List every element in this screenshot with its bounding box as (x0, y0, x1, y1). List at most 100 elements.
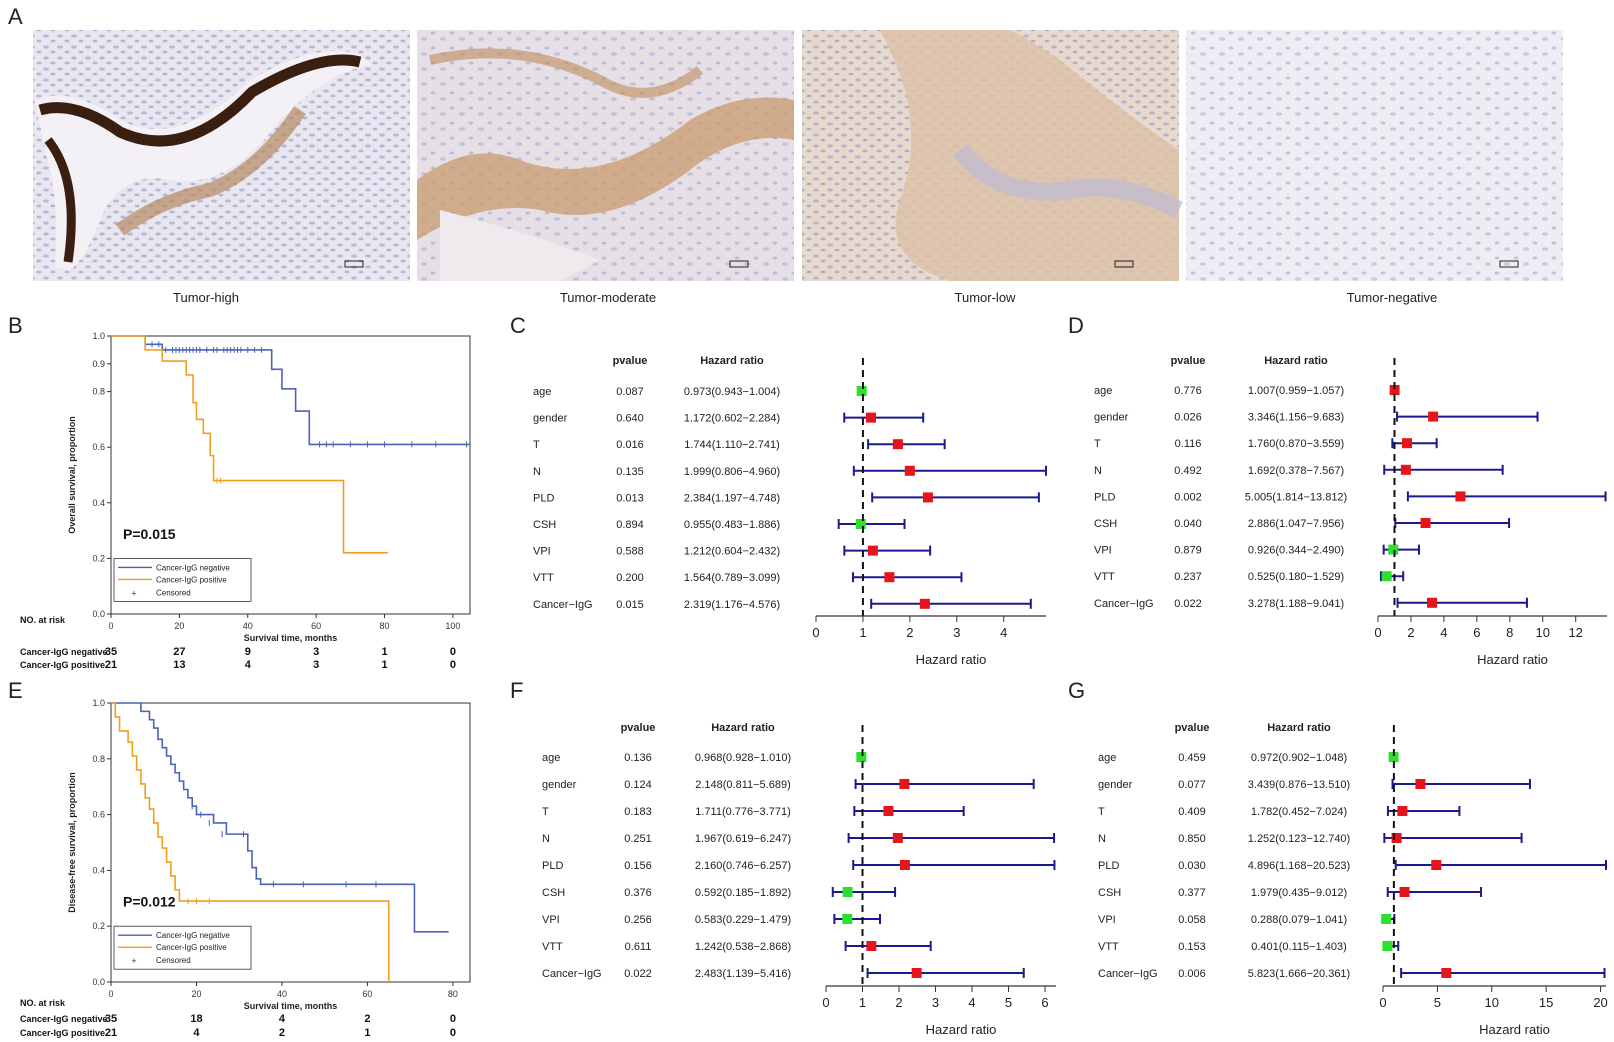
x-tick-label: 20 (174, 621, 184, 631)
risk-count: 4 (279, 1013, 286, 1025)
x-axis-label: Survival time, months (244, 633, 338, 643)
row-label: age (533, 386, 551, 398)
y-axis-label: Disease-free survival, proportion (67, 772, 77, 913)
x-axis-label: Hazard ratio (916, 652, 987, 667)
row-hazard-ratio-ci: 1.172(0.602−2.284) (684, 413, 780, 425)
risk-count: 35 (105, 646, 117, 658)
row-pvalue: 0.894 (616, 519, 644, 531)
x-tick-label: 40 (243, 621, 253, 631)
row-label: PLD (1094, 491, 1115, 503)
row-hazard-ratio-ci: 1.782(0.452−7.024) (1251, 806, 1347, 818)
column-header-pvalue: pvalue (621, 722, 656, 734)
risk-count: 0 (450, 646, 456, 658)
row-pvalue: 0.135 (616, 466, 644, 478)
hr-point-marker (1415, 779, 1426, 789)
hr-point-marker (866, 941, 877, 951)
x-tick-label: 1 (859, 625, 866, 640)
forest-plot-c: pvalue Hazard ratio age 0.087 0.973(0.943−1.… (533, 355, 1047, 667)
y-tick-label: 0.2 (92, 553, 105, 563)
panel-letter-b: B (8, 313, 23, 338)
x-tick-label: 0 (1379, 995, 1386, 1010)
row-label: age (1094, 385, 1112, 397)
risk-count: 35 (105, 1013, 117, 1025)
hr-point-marker (1399, 887, 1410, 897)
risk-count: 1 (364, 1027, 370, 1039)
row-hazard-ratio-ci: 2.319(1.176−4.576) (684, 599, 780, 611)
row-hazard-ratio-ci: 0.288(0.079−1.041) (1251, 914, 1347, 926)
column-header-pvalue: pvalue (1171, 355, 1206, 367)
row-pvalue: 0.030 (1178, 860, 1206, 872)
row-label: PLD (542, 860, 563, 872)
hr-point-marker (1381, 914, 1392, 924)
row-label: VPI (1098, 914, 1116, 926)
row-hazard-ratio-ci: 4.896(1.168−20.523) (1248, 860, 1350, 872)
column-header-hazard-ratio: Hazard ratio (1267, 722, 1331, 734)
row-pvalue: 0.040 (1174, 518, 1202, 530)
row-label: CSH (542, 887, 565, 899)
row-hazard-ratio-ci: 2.886(1.047−7.956) (1248, 518, 1344, 530)
x-tick-label: 100 (445, 621, 460, 631)
risk-table-header: NO. at risk (20, 998, 66, 1008)
x-tick-label: 5 (1005, 995, 1012, 1010)
row-pvalue: 0.237 (1174, 571, 1202, 583)
x-tick-label: 2 (906, 625, 913, 640)
row-pvalue: 0.016 (616, 439, 644, 451)
row-hazard-ratio-ci: 1.760(0.870−3.559) (1248, 438, 1344, 450)
risk-count: 27 (173, 646, 185, 658)
row-pvalue: 0.013 (616, 492, 644, 504)
row-label: VPI (542, 914, 560, 926)
forest-plot-f: pvalue Hazard ratio age 0.136 0.968(0.928−1.… (542, 722, 1056, 1037)
row-pvalue: 0.153 (1178, 941, 1206, 953)
row-label: PLD (1098, 860, 1119, 872)
row-pvalue: 0.776 (1174, 385, 1202, 397)
row-hazard-ratio-ci: 1.252(0.123−12.740) (1248, 833, 1350, 845)
row-label: T (1094, 438, 1101, 450)
row-label: CSH (533, 519, 556, 531)
row-pvalue: 0.376 (624, 887, 652, 899)
hr-point-marker (842, 887, 853, 897)
row-hazard-ratio-ci: 5.005(1.814−13.812) (1245, 491, 1347, 503)
risk-count: 1 (381, 659, 387, 671)
row-label: N (533, 466, 541, 478)
row-label: Cancer−IgG (542, 968, 602, 980)
row-hazard-ratio-ci: 0.973(0.943−1.004) (684, 386, 780, 398)
micrograph-tumor-high (33, 30, 410, 281)
hr-point-marker (1389, 385, 1400, 395)
risk-count: 4 (245, 659, 252, 671)
row-label: gender (1094, 412, 1129, 424)
hr-point-marker (856, 752, 867, 762)
hr-point-marker (1441, 968, 1452, 978)
row-pvalue: 0.640 (616, 413, 644, 425)
row-pvalue: 0.183 (624, 806, 652, 818)
caption-tumor-low: Tumor-low (955, 290, 1017, 305)
risk-row-label: Cancer-IgG negative (20, 647, 108, 657)
x-tick-label: 3 (953, 625, 960, 640)
legend-label-positive: Cancer-IgG positive (156, 575, 227, 584)
hr-point-marker (911, 968, 922, 978)
risk-row-label: Cancer-IgG positive (20, 660, 105, 670)
y-tick-label: 0.6 (92, 442, 105, 452)
row-pvalue: 0.026 (1174, 412, 1202, 424)
row-pvalue: 0.015 (616, 599, 644, 611)
risk-count: 2 (364, 1013, 370, 1025)
legend-label-negative: Cancer-IgG negative (156, 563, 230, 572)
x-tick-label: 20 (191, 989, 201, 999)
x-tick-label: 1 (859, 995, 866, 1010)
row-hazard-ratio-ci: 1.967(0.619−6.247) (695, 833, 791, 845)
legend-censor-symbol: + (131, 588, 136, 598)
legend-label-positive: Cancer-IgG positive (156, 943, 227, 952)
row-pvalue: 0.459 (1178, 752, 1206, 764)
y-tick-label: 0.0 (92, 977, 105, 987)
x-tick-label: 0 (812, 625, 819, 640)
row-hazard-ratio-ci: 2.148(0.811−5.689) (695, 779, 791, 791)
row-hazard-ratio-ci: 3.346(1.156−9.683) (1248, 412, 1344, 424)
panel-letter-d: D (1068, 313, 1084, 338)
row-label: VTT (533, 572, 554, 584)
row-pvalue: 0.136 (624, 752, 652, 764)
hr-point-marker (899, 860, 910, 870)
x-axis-label: Survival time, months (244, 1001, 338, 1011)
x-axis-label: Hazard ratio (1477, 652, 1548, 667)
y-tick-label: 1.0 (92, 698, 105, 708)
hr-point-marker (922, 492, 933, 503)
